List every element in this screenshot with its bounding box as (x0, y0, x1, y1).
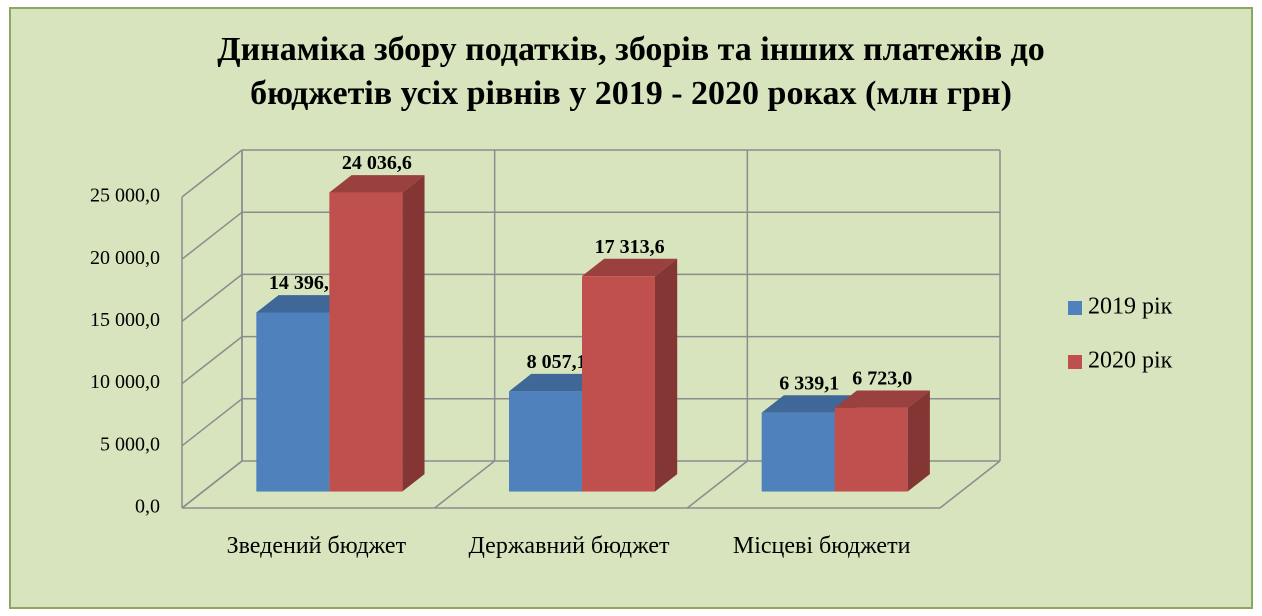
y-tick-label: 15 000,0 (90, 309, 160, 331)
chart-title: Динаміка збору податків, зборів та інших… (217, 31, 1045, 112)
bar-top (761, 395, 857, 413)
bar-top (329, 175, 425, 193)
bar (834, 390, 930, 492)
y-tick-label: 25 000,0 (90, 185, 160, 207)
data-label: 6 723,0 (852, 368, 912, 390)
floor-line (686, 460, 748, 509)
bar-front (329, 192, 403, 492)
x-tick-label: Зведений бюджет (226, 533, 407, 559)
data-label: 24 036,6 (342, 152, 412, 174)
legend-label: 2020 рік (1088, 348, 1173, 374)
side-grid-line (181, 398, 243, 447)
bar-side (655, 258, 678, 492)
bar-top (256, 295, 352, 313)
y-tick-label: 5 000,0 (100, 433, 160, 455)
data-label: 14 396,3 (269, 272, 339, 294)
floor-line (434, 460, 496, 509)
bar (582, 258, 678, 492)
x-tick-label: Місцеві бюджети (732, 533, 911, 559)
side-grid-line (181, 273, 243, 322)
bar-top (509, 373, 605, 392)
bar-top (582, 258, 678, 277)
bar-top (834, 390, 930, 408)
x-tick-label: Державний бюджет (468, 533, 670, 559)
data-label: 8 057,1 (527, 351, 587, 373)
side-grid-line (181, 149, 243, 198)
bar-front (582, 276, 655, 492)
legend-label: 2019 рік (1088, 294, 1173, 320)
bar (329, 175, 425, 492)
bar-front (834, 407, 908, 492)
bar-front (509, 391, 582, 492)
floor-line (939, 460, 1001, 509)
bar-side (907, 390, 930, 492)
bar-front (256, 312, 330, 492)
side-grid-line (181, 460, 243, 509)
legend-swatch (1068, 355, 1082, 369)
y-tick-label: 20 000,0 (90, 247, 160, 269)
bar-side (402, 175, 425, 492)
y-tick-label: 10 000,0 (90, 371, 160, 393)
side-grid-line (181, 211, 243, 260)
y-tick-label: 0,0 (135, 496, 160, 518)
bar-front (761, 412, 835, 492)
side-grid-line (181, 336, 243, 385)
data-label: 6 339,1 (779, 372, 839, 394)
legend-swatch (1068, 301, 1082, 315)
data-label: 17 313,6 (595, 236, 665, 258)
